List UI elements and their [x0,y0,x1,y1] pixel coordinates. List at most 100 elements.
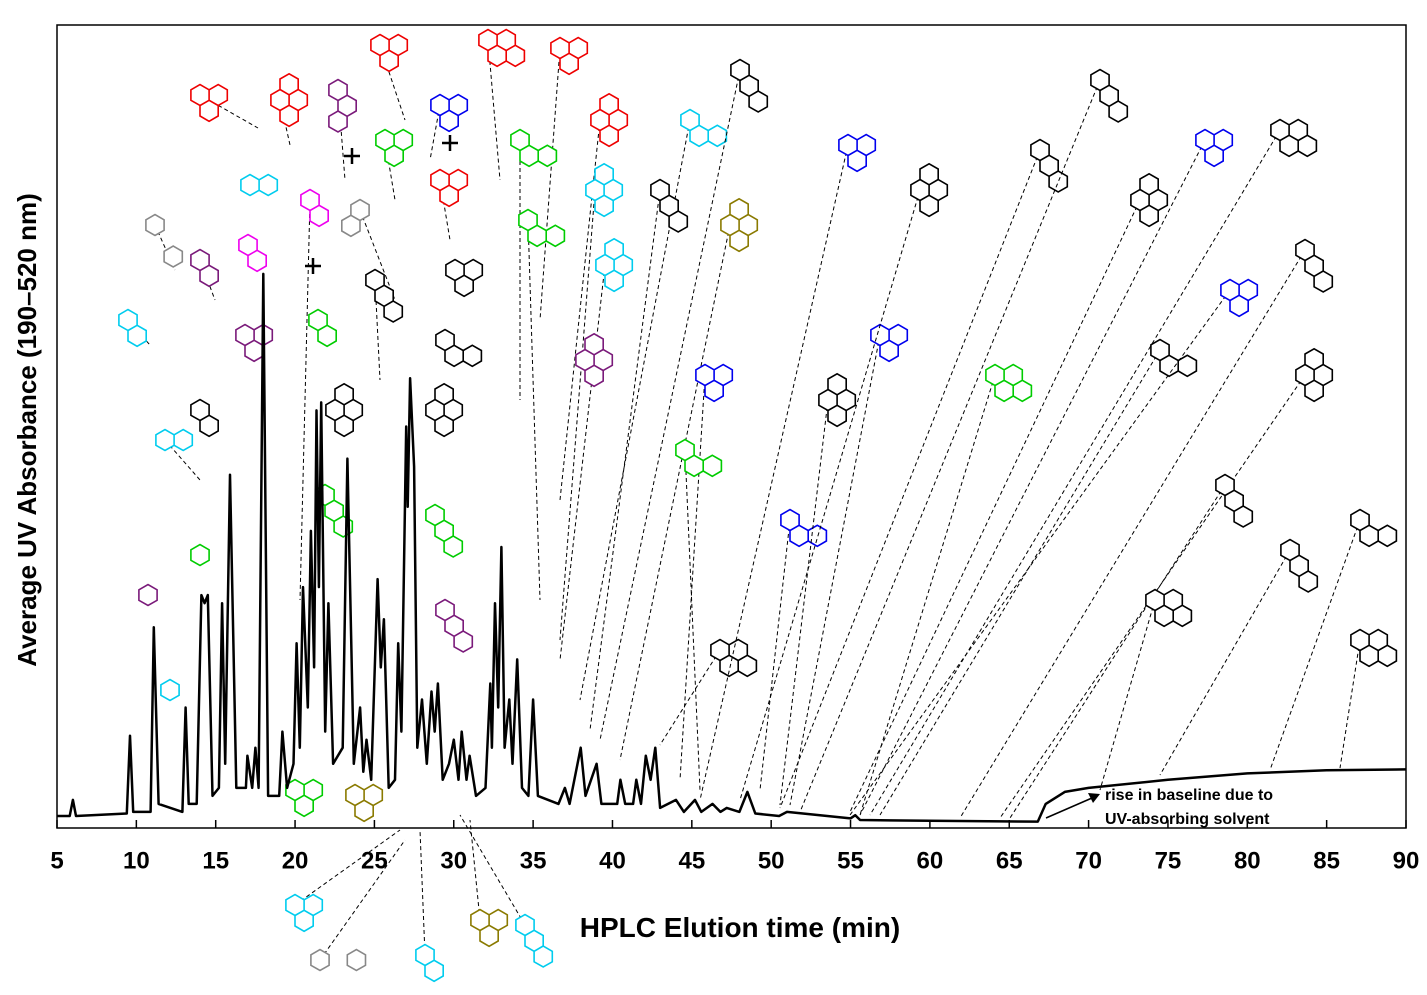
structure-bg [313,483,314,484]
x-tick-label: 10 [123,847,150,874]
structure-bg [548,36,549,37]
leader-line [699,144,849,801]
leader-line [1159,549,1291,776]
structures [118,28,1398,983]
structure-bg [816,388,817,389]
structure-bg [1213,473,1214,474]
leader-line [779,399,829,806]
structure-bg [188,83,189,84]
structure-bg [1268,118,1269,119]
x-tick-label: 65 [996,847,1023,874]
structure [680,108,728,148]
structure-bg [868,323,869,324]
leader-line [459,814,526,926]
structure-bg [468,908,469,909]
structure-bg [298,188,299,189]
structure [590,92,629,148]
structure-bg [1348,628,1349,629]
structure-bg [348,198,349,199]
x-tick-label: 15 [202,847,229,874]
leader-line [779,149,1041,809]
structure [510,128,558,168]
structure-bg [648,178,649,179]
annotation: UV-absorbing solvent [1105,811,1270,828]
leader-line [319,839,406,961]
structure [341,198,370,238]
x-tick-label: 45 [678,847,705,874]
structure [1295,347,1334,403]
structure [1350,508,1398,548]
structure-bg [673,438,674,439]
structure-bg [593,253,594,254]
x-tick-label: 50 [758,847,785,874]
leader-line [619,224,731,761]
structure [1220,278,1259,318]
structure [118,308,147,348]
structure [160,678,180,702]
structure-bg [508,128,509,129]
structure-bg [708,638,709,639]
leader-line [849,199,1141,813]
structure [1270,118,1318,158]
structure-bg [678,108,679,109]
leader-line [869,129,1281,816]
structure-bg [283,893,284,894]
structure [1215,473,1254,528]
leader-line [859,139,1206,816]
y-axis-title: Average UV Absorbance (190–520 nm) [12,193,42,667]
structure [780,508,828,548]
leader-line [1269,519,1361,771]
x-tick-label: 20 [282,847,309,874]
structure-bg [718,213,719,214]
structure [270,72,309,128]
structure-bg [1193,128,1194,129]
structure [190,83,229,123]
structure [240,173,279,197]
structure [595,237,634,293]
leader-line [959,249,1306,819]
structure-bg [233,323,234,324]
structure [325,382,364,438]
structure-bg [188,248,189,249]
structure [695,363,734,403]
x-tick-label: 75 [1155,847,1182,874]
leader-line [559,264,606,661]
annotation: rise in baseline due to [1105,787,1273,804]
structure-bg [158,678,159,679]
x-tick-label: 25 [361,847,388,874]
structure-bg [373,128,374,129]
structure [710,638,758,678]
structure [285,893,324,933]
structure-bg [283,778,284,779]
structure [310,948,367,972]
leader-line [559,189,596,641]
structure [238,233,267,273]
structure-bg [573,348,574,349]
structure [365,268,404,323]
structure [415,943,444,983]
leader-line [849,289,1231,816]
structure-bg [268,88,269,89]
structure [300,188,329,228]
plot-frame [56,24,1407,829]
structure [1030,138,1069,193]
leader-line [379,44,406,121]
structure-bg [983,363,984,364]
structure-bg [423,503,424,504]
leader-line [599,69,741,741]
leader-line [299,199,311,601]
structure-bg [136,583,137,584]
structure [575,332,614,388]
structure-bg [513,913,514,914]
structure-bg [343,783,344,784]
structure-bg [728,58,729,59]
structure-bg [1293,238,1294,239]
structure-bg [428,168,429,169]
leader-line [879,349,1161,816]
structure [370,33,409,73]
structure [425,503,464,558]
structure-bg [693,363,694,364]
leader-line [679,374,706,781]
